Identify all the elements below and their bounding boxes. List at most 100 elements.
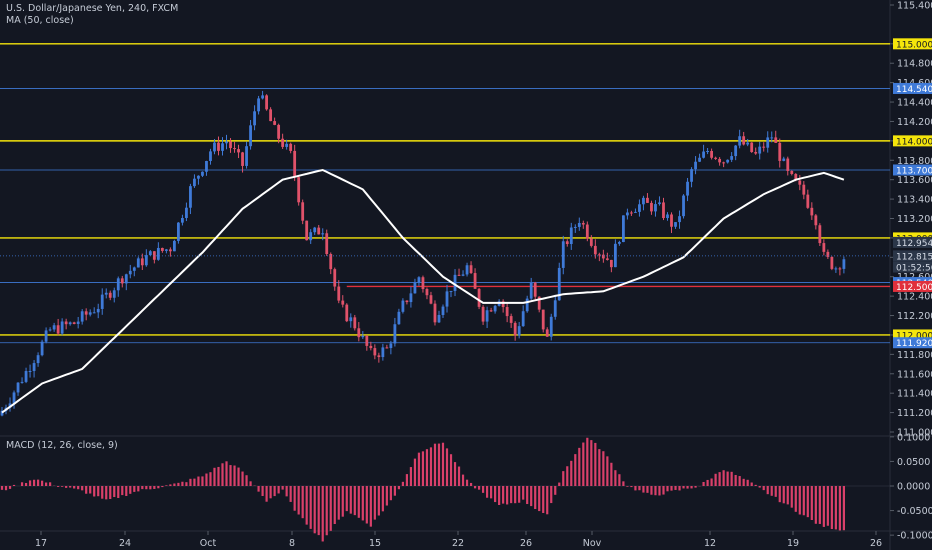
price-tag-bg — [893, 236, 932, 248]
candle-body — [281, 138, 285, 147]
candle-body — [393, 324, 397, 344]
candle-body — [565, 241, 569, 245]
candle-body — [12, 392, 16, 404]
candle-body — [842, 259, 846, 269]
candle-body — [361, 335, 365, 338]
time-tick-label: 24 — [119, 538, 131, 549]
candle-body — [573, 226, 577, 228]
candle-body — [152, 251, 156, 260]
candle-body — [818, 225, 822, 244]
candle-body — [730, 156, 734, 160]
macd-histogram-group — [0, 437, 845, 542]
candle-body — [8, 403, 12, 408]
candle-body — [581, 222, 585, 225]
candle-body — [172, 240, 176, 252]
candle-body — [132, 267, 136, 271]
candle-body — [593, 245, 597, 255]
candle-body — [537, 296, 541, 310]
candle-body — [746, 142, 750, 145]
candle-body — [373, 348, 377, 356]
candle-body — [433, 303, 437, 323]
price-tick-label: 112.400 — [897, 292, 932, 303]
candle-body — [197, 175, 200, 179]
candle-body — [349, 317, 353, 322]
candle-body — [385, 347, 389, 349]
candle-body — [409, 293, 413, 303]
candle-body — [617, 242, 621, 244]
price-tag-bg — [893, 250, 932, 262]
candle-body — [441, 306, 445, 316]
level-label: 111.920 — [896, 339, 932, 349]
price-tick-label: 111.400 — [897, 389, 932, 400]
candle-body — [453, 274, 457, 291]
candle-body — [108, 292, 112, 298]
candle-body — [193, 178, 196, 187]
candle-body — [293, 150, 297, 178]
candle-body — [429, 295, 433, 304]
price-tag-label: 112.815 — [896, 252, 932, 262]
candle-body — [176, 222, 180, 241]
level-label-bg — [893, 280, 932, 292]
candle-body — [601, 254, 605, 259]
macd-tick-label: -0.1000 — [897, 531, 932, 542]
candle-body — [309, 232, 313, 241]
price-tick-label: 111.600 — [897, 369, 932, 380]
macd-indicator-label: MACD (12, 26, close, 9) — [6, 440, 118, 451]
candle-body — [469, 265, 473, 274]
candle-body — [814, 215, 818, 226]
candle-body — [112, 290, 116, 298]
candle-body — [209, 151, 212, 161]
candle-body — [413, 282, 417, 294]
price-tick-label: 111.200 — [897, 408, 932, 419]
macd-tick-label: 0.1000 — [897, 432, 930, 443]
candle-body — [181, 217, 184, 223]
candle-body — [397, 311, 401, 325]
candle-body — [100, 294, 104, 309]
candle-body — [136, 258, 140, 268]
candle-body — [36, 355, 40, 364]
candle-body — [128, 270, 132, 275]
level-label: 112.000 — [896, 331, 932, 341]
candle-body — [754, 152, 758, 154]
candle-body — [425, 289, 429, 296]
candle-body — [273, 121, 277, 125]
candle-body — [561, 241, 565, 268]
candle-body — [642, 197, 645, 205]
candle-body — [650, 202, 653, 212]
candle-body — [449, 290, 453, 292]
candle-body — [509, 316, 513, 323]
candle-body — [698, 157, 701, 162]
candle-body — [20, 381, 24, 383]
candle-body — [489, 310, 493, 312]
candle-body — [381, 347, 385, 358]
candle-body — [233, 148, 236, 150]
candle-body — [56, 325, 60, 334]
candle-body — [261, 95, 264, 99]
candle-body — [24, 371, 28, 382]
candle-body — [774, 137, 778, 143]
price-tick-label: 111.800 — [897, 350, 932, 361]
candle-body — [164, 249, 168, 251]
candle-body — [377, 355, 381, 358]
candle-body — [249, 125, 252, 147]
candle-body — [541, 309, 545, 330]
candle-body — [365, 335, 369, 346]
level-label-bg — [893, 337, 932, 349]
candle-body — [76, 321, 80, 324]
candle-body — [285, 143, 289, 147]
time-tick-label: Nov — [583, 538, 602, 549]
candle-body — [269, 109, 273, 122]
candle-body — [405, 300, 409, 303]
candle-body — [213, 142, 216, 152]
candle-body — [549, 316, 553, 337]
price-tag-bg — [893, 261, 932, 273]
candle-body — [225, 141, 228, 144]
time-tick-label: 8 — [289, 538, 295, 549]
macd-tick-label: 0.0000 — [897, 482, 930, 493]
candle-body — [321, 233, 325, 235]
candle-body — [156, 247, 160, 260]
candle-body — [40, 341, 44, 356]
candle-body — [357, 328, 361, 338]
candle-body — [794, 173, 798, 181]
